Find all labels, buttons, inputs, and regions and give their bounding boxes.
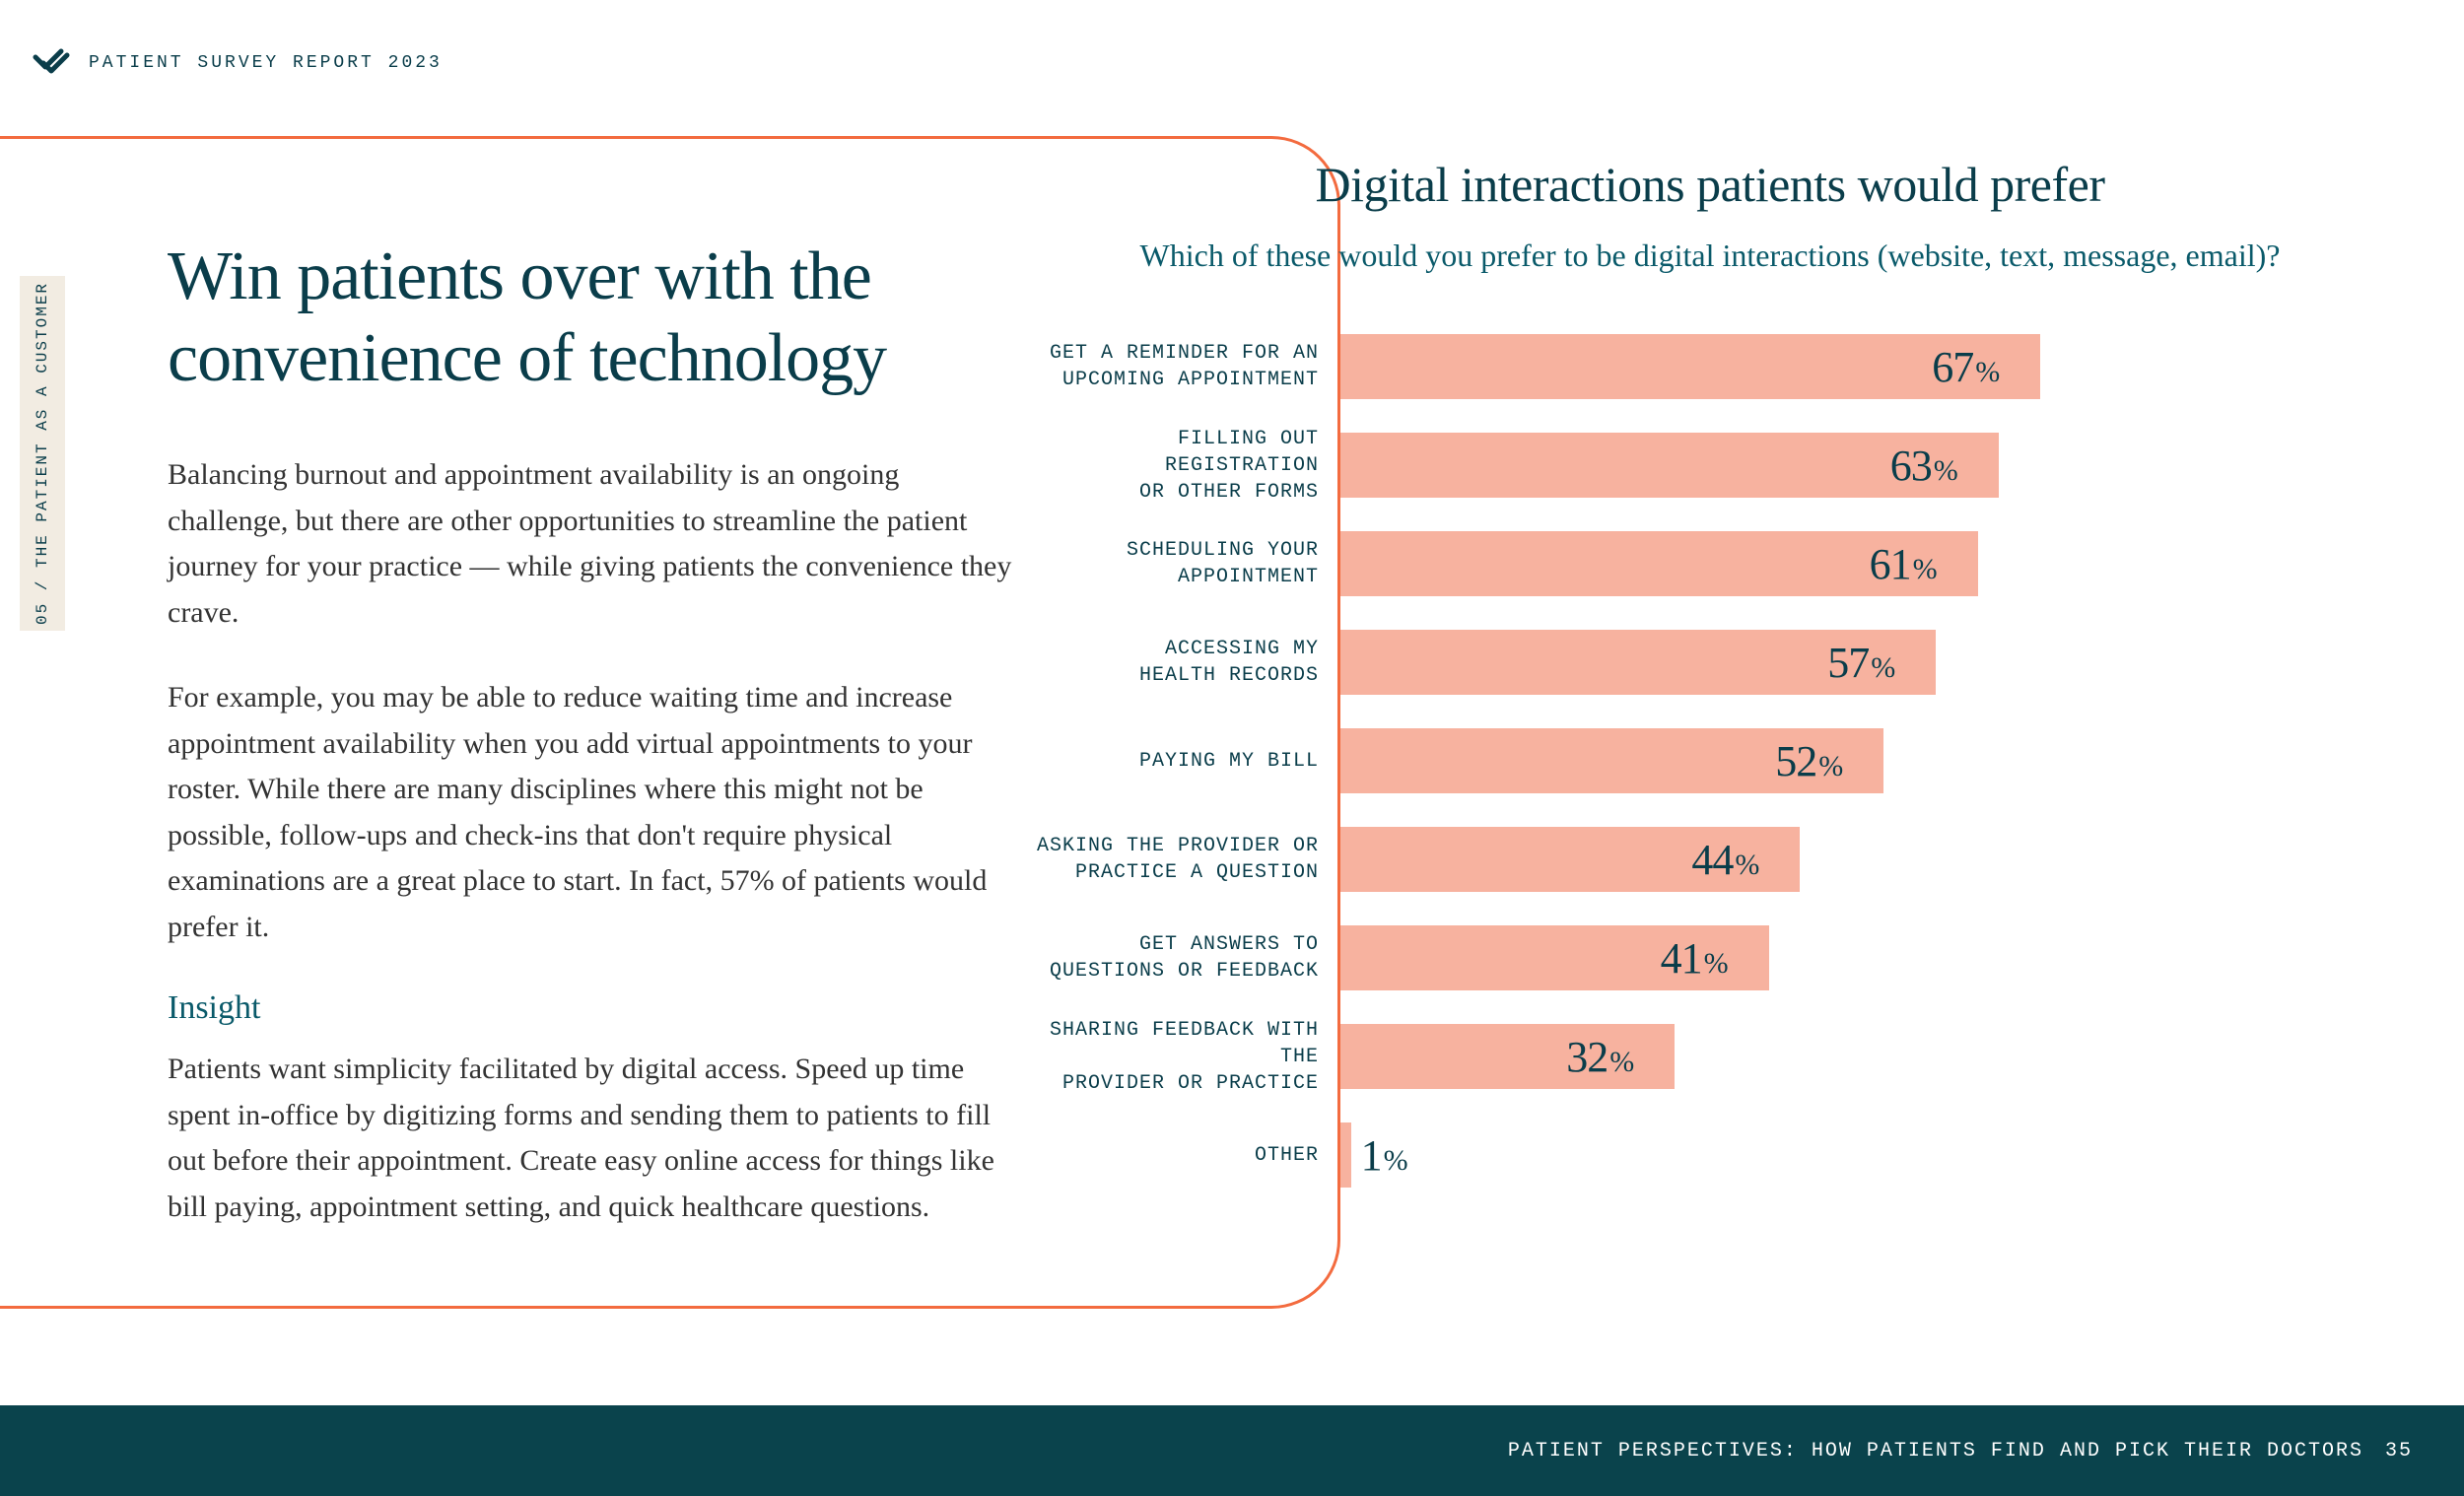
bar-value: 32%	[1566, 1032, 1633, 1082]
bar-label: FILLING OUT REGISTRATION OR OTHER FORMS	[1015, 426, 1340, 506]
bar-row: PAYING MY BILL 52%	[1015, 712, 2405, 810]
text-column: Win patients over with the convenience o…	[168, 237, 1015, 1269]
bar-track: 41%	[1340, 925, 2405, 990]
bar-row: FILLING OUT REGISTRATION OR OTHER FORMS 6…	[1015, 416, 2405, 514]
chart-title: Digital interactions patients would pref…	[1015, 156, 2405, 213]
bar-label: SHARING FEEDBACK WITH THE PROVIDER OR PR…	[1015, 1017, 1340, 1097]
bar-track: 61%	[1340, 531, 2405, 596]
bar-value: 57%	[1827, 638, 1894, 688]
bar-value: 67%	[1932, 342, 1999, 392]
bar-label: ACCESSING MY HEALTH RECORDS	[1015, 636, 1340, 689]
chart-subtitle: Which of these would you prefer to be di…	[1015, 233, 2405, 278]
body-paragraph-1: Balancing burnout and appointment availa…	[168, 452, 1015, 636]
side-section-label: 05 / THE PATIENT AS A CUSTOMER	[34, 282, 51, 625]
bar-track: 67%	[1340, 334, 2405, 399]
bar-label: GET A REMINDER FOR AN UPCOMING APPOINTME…	[1015, 340, 1340, 393]
bar-row: GET A REMINDER FOR AN UPCOMING APPOINTME…	[1015, 317, 2405, 416]
bar-fill	[1340, 1122, 1351, 1188]
insight-heading: Insight	[168, 989, 1015, 1027]
bar-row: ASKING THE PROVIDER OR PRACTICE A QUESTI…	[1015, 810, 2405, 909]
bar-value: 61%	[1870, 539, 1937, 589]
logo-icon	[32, 43, 71, 83]
bar-row: ACCESSING MY HEALTH RECORDS 57%	[1015, 613, 2405, 712]
bar-chart: Digital interactions patients would pref…	[1015, 156, 2405, 1204]
bar-value: 1%	[1361, 1130, 1407, 1181]
bar-row: GET ANSWERS TO QUESTIONS OR FEEDBACK 41%	[1015, 909, 2405, 1007]
body-paragraph-2: For example, you may be able to reduce w…	[168, 675, 1015, 950]
bar-value: 41%	[1661, 933, 1728, 984]
bar-track: 32%	[1340, 1024, 2405, 1089]
bar-row: SHARING FEEDBACK WITH THE PROVIDER OR PR…	[1015, 1007, 2405, 1106]
bar-track: 52%	[1340, 728, 2405, 793]
footer-bar: PATIENT PERSPECTIVES: HOW PATIENTS FIND …	[0, 1405, 2464, 1496]
footer-page-number: 35	[2385, 1440, 2413, 1462]
bar-track: 57%	[1340, 630, 2405, 695]
chart-bars: GET A REMINDER FOR AN UPCOMING APPOINTME…	[1015, 317, 2405, 1204]
bar-track: 1%	[1340, 1122, 2405, 1188]
bar-label: PAYING MY BILL	[1015, 748, 1340, 775]
footer-text: PATIENT PERSPECTIVES: HOW PATIENTS FIND …	[1508, 1440, 2363, 1462]
top-header: PATIENT SURVEY REPORT 2023	[32, 43, 443, 83]
bar-label: OTHER	[1015, 1142, 1340, 1169]
bar-label: SCHEDULING YOUR APPOINTMENT	[1015, 537, 1340, 590]
page: PATIENT SURVEY REPORT 2023 05 / THE PATI…	[0, 0, 2464, 1496]
bar-label: ASKING THE PROVIDER OR PRACTICE A QUESTI…	[1015, 833, 1340, 886]
bar-track: 44%	[1340, 827, 2405, 892]
report-label: PATIENT SURVEY REPORT 2023	[89, 53, 443, 73]
bar-track: 63%	[1340, 433, 2405, 498]
bar-row: SCHEDULING YOUR APPOINTMENT 61%	[1015, 514, 2405, 613]
page-heading: Win patients over with the convenience o…	[168, 237, 1015, 399]
bar-value: 44%	[1691, 835, 1758, 885]
bar-value: 52%	[1775, 736, 1842, 786]
bar-row: OTHER 1%	[1015, 1106, 2405, 1204]
bar-label: GET ANSWERS TO QUESTIONS OR FEEDBACK	[1015, 931, 1340, 985]
insight-paragraph: Patients want simplicity facilitated by …	[168, 1047, 1015, 1230]
bar-value: 63%	[1890, 441, 1957, 491]
side-label-container: 05 / THE PATIENT AS A CUSTOMER	[20, 276, 65, 631]
